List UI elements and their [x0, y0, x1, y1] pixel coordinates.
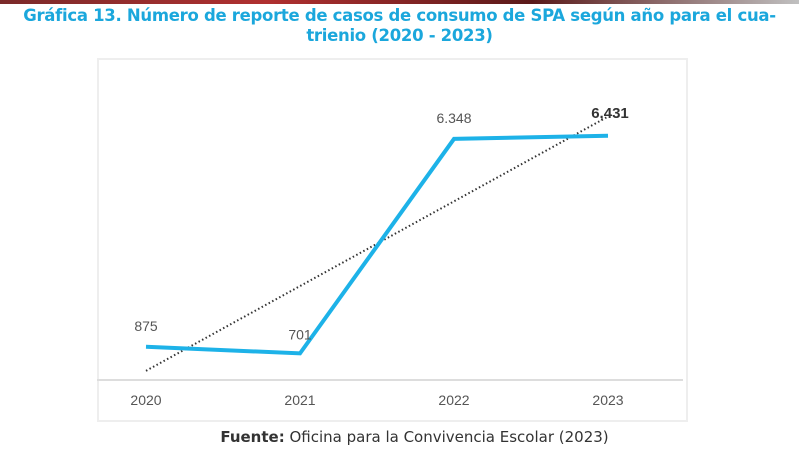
x-tick-label: 2022: [438, 392, 469, 408]
source-note: Fuente: Oficina para la Convivencia Esco…: [0, 428, 799, 446]
data-label: 6.348: [436, 110, 471, 126]
data-label: 701: [288, 326, 312, 342]
source-text: Oficina para la Convivencia Escolar (202…: [284, 428, 609, 446]
x-tick-label: 2020: [130, 392, 161, 408]
title-line-1: Gráfica 13. Número de reporte de casos d…: [23, 6, 776, 25]
x-tick-label: 2021: [284, 392, 315, 408]
title-line-2: trienio (2020 - 2023): [306, 26, 493, 45]
source-label: Fuente:: [220, 428, 285, 446]
data-label: 875: [134, 318, 158, 334]
background-strip: [0, 0, 799, 4]
series-line: [145, 133, 609, 356]
chart-frame: [97, 58, 688, 422]
chart-title: Gráfica 13. Número de reporte de casos d…: [0, 6, 799, 46]
data-label: 6,431: [591, 105, 629, 122]
x-tick-label: 2023: [592, 392, 623, 408]
